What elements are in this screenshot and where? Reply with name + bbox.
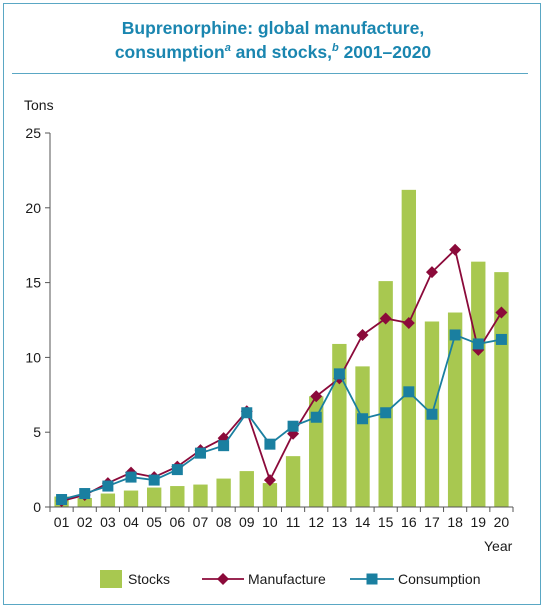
x-tick-label-13: 13 [332, 514, 348, 530]
x-tick-label-01: 01 [54, 514, 70, 530]
stocks-bar-15 [378, 281, 393, 507]
consumption-point-19 [472, 338, 484, 350]
y-tick-label-10: 10 [25, 349, 41, 365]
stocks-bar-18 [447, 312, 463, 507]
stocks-bar-14 [355, 366, 370, 507]
stocks-bar-10 [262, 483, 278, 507]
x-tick-label-02: 02 [77, 514, 93, 530]
x-tick-label-20: 20 [494, 514, 510, 530]
consumption-point-16 [403, 386, 415, 398]
title-line-1: Buprenorphine: global manufacture, [121, 18, 425, 38]
axes [45, 132, 514, 512]
consumption-point-06 [171, 464, 183, 476]
x-tick-label-06: 06 [170, 514, 186, 530]
consumption-point-04 [125, 471, 137, 483]
consumption-point-15 [380, 407, 392, 419]
consumption-point-05 [148, 474, 160, 486]
consumption-point-01 [56, 494, 68, 506]
consumption-point-11 [287, 420, 299, 432]
title-divider [12, 73, 528, 74]
y-axis-title: Tons [24, 97, 54, 113]
consumption-point-13 [333, 368, 345, 380]
legend-manufacture-label: Manufacture [248, 571, 326, 587]
stocks-bar-02 [77, 498, 92, 507]
x-tick-label-10: 10 [262, 514, 278, 530]
consumption-point-10 [264, 438, 276, 450]
stocks-bar-09 [239, 471, 254, 507]
x-tick-label-17: 17 [424, 514, 440, 530]
footnote-marker-a: a [224, 42, 231, 55]
stocks-bar-19 [471, 261, 486, 507]
stocks-bar-06 [170, 486, 185, 507]
title-line-2-start: consumption [114, 42, 225, 62]
manufacture-point-18 [449, 243, 462, 256]
manufacture-point-15 [379, 312, 392, 325]
legend-manufacture-marker [217, 573, 229, 585]
manufacture-point-17 [425, 266, 438, 279]
x-tick-label-11: 11 [286, 514, 301, 530]
manufacture-point-12 [310, 390, 323, 403]
x-tick-label-04: 04 [123, 514, 139, 530]
x-tick-label-08: 08 [216, 514, 232, 530]
consumption-point-08 [218, 440, 230, 452]
stocks-bar-11 [285, 456, 301, 507]
legend-consumption-label: Consumption [398, 571, 481, 587]
consumption-point-20 [495, 333, 507, 345]
x-axis-title: Year [484, 538, 513, 554]
stocks-bar-05 [146, 487, 162, 507]
y-tick-label-20: 20 [25, 200, 41, 216]
x-tick-label-15: 15 [378, 514, 394, 530]
x-tick-label-14: 14 [355, 514, 371, 530]
consumption-point-09 [241, 407, 253, 419]
consumption-point-02 [79, 488, 91, 500]
legend: Stocks Manufacture Consumption [100, 570, 481, 588]
x-tick-label-12: 12 [308, 514, 324, 530]
title-line-2-middle: and stocks, [230, 42, 332, 62]
title-line-2-end: 2001–2020 [338, 42, 432, 62]
x-tick-label-18: 18 [447, 514, 463, 530]
stocks-bars [54, 189, 509, 507]
stocks-bar-13 [332, 343, 347, 507]
consumption-point-14 [357, 413, 369, 425]
x-tick-label-05: 05 [146, 514, 162, 530]
legend-consumption-marker [366, 573, 378, 585]
manufacture-point-16 [402, 316, 415, 329]
consumption-point-17 [426, 408, 438, 420]
stocks-bar-03 [100, 493, 116, 507]
consumption-point-18 [449, 329, 461, 341]
x-tick-label-07: 07 [193, 514, 209, 530]
legend-stocks-label: Stocks [128, 571, 170, 587]
x-tick-label-09: 09 [239, 514, 255, 530]
y-tick-label-15: 15 [25, 275, 41, 291]
legend-stocks-swatch [100, 570, 122, 588]
consumption-point-03 [102, 480, 114, 492]
y-tick-label-5: 5 [33, 424, 41, 440]
x-tick-label-16: 16 [401, 514, 417, 530]
stocks-bar-12 [309, 396, 324, 507]
consumption-point-12 [310, 411, 322, 423]
stocks-bar-04 [123, 490, 139, 507]
manufacture-point-20 [495, 306, 508, 319]
x-tick-label-19: 19 [470, 514, 486, 530]
chart-title: Buprenorphine: global manufacture, consu… [4, 16, 542, 64]
consumption-point-07 [194, 447, 206, 459]
stocks-bar-07 [193, 484, 208, 507]
y-tick-label-0: 0 [33, 499, 41, 515]
x-tick-label-03: 03 [100, 514, 116, 530]
y-tick-label-25: 25 [25, 125, 41, 141]
stocks-bar-08 [216, 478, 231, 507]
series-lines [55, 243, 508, 508]
manufacture-point-10 [263, 474, 276, 487]
manufacture-point-14 [356, 328, 369, 341]
stocks-bar-20 [494, 272, 509, 507]
stocks-bar-16 [401, 189, 417, 507]
footnote-marker-b: b [331, 42, 339, 55]
